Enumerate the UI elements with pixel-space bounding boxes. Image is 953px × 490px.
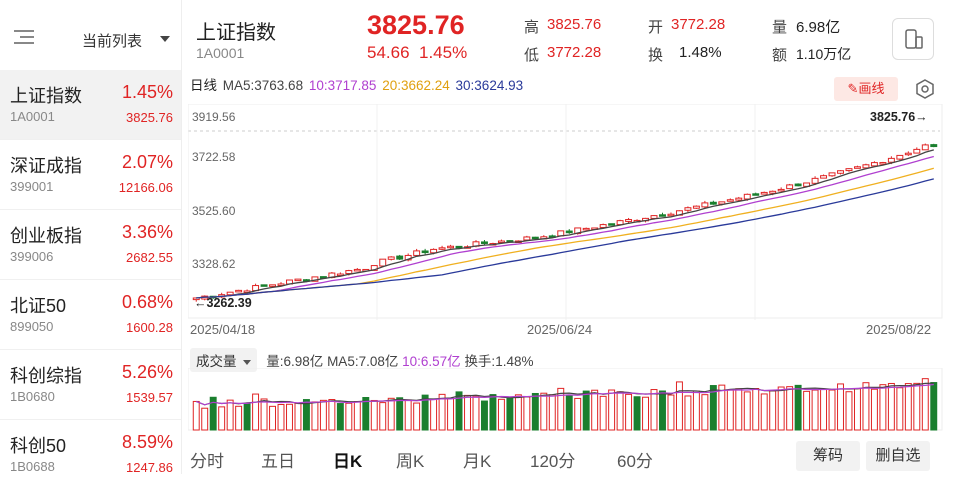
open-label: 开 — [648, 19, 664, 36]
index-value: 1539.57 — [126, 390, 173, 405]
list-item-sh[interactable]: 上证指数 1A0001 1.45% 3825.76 — [0, 70, 181, 140]
tab-five-day[interactable]: 五日 — [261, 452, 295, 471]
tab-60min[interactable]: 60分 — [617, 452, 653, 471]
list-item-sz[interactable]: 深证成指 399001 2.07% 12166.06 — [0, 140, 181, 210]
ma-lines — [196, 149, 934, 299]
tab-120min[interactable]: 120分 — [530, 452, 576, 471]
chips-button[interactable]: 筹码 — [796, 441, 860, 471]
index-code: 1A0001 — [10, 109, 55, 124]
chevron-down-icon[interactable] — [160, 36, 170, 42]
vol-turnover: 换手:1.48% — [464, 354, 534, 369]
ma5-label: MA5:3763.68 — [222, 78, 304, 93]
list-item-kc50[interactable]: 科创50 1B0688 8.59% 1247.86 — [0, 420, 181, 490]
list-selector[interactable]: 当前列表 — [82, 33, 143, 50]
date-label-end: 2025/08/22 — [866, 322, 932, 337]
ma10-label: 10:3717.85 — [308, 78, 377, 93]
volume-label: 量 — [772, 19, 788, 36]
quote-change-pct: 1.45% — [419, 43, 468, 62]
low-value: 3772.28 — [547, 44, 602, 61]
index-code: 899050 — [10, 319, 54, 334]
quote-price: 3825.76 — [367, 10, 465, 40]
index-name: 深证成指 — [10, 156, 82, 176]
volume-chart[interactable] — [188, 368, 944, 432]
turnover-value: 1.48% — [679, 44, 722, 61]
date-label-start: 2025/04/18 — [190, 322, 256, 337]
high-label: 高 — [524, 19, 540, 36]
index-code: 399006 — [10, 249, 54, 264]
index-code: 1B0680 — [10, 389, 55, 404]
candles — [192, 143, 938, 302]
high-value: 3825.76 — [547, 16, 602, 33]
min-price-label: ←3262.39 — [194, 296, 252, 310]
chart-grid — [188, 104, 943, 320]
tab-weekly-k[interactable]: 周K — [396, 452, 425, 471]
index-name: 创业板指 — [10, 226, 82, 246]
draw-line-label: 画线 — [858, 81, 885, 96]
phone-icon — [905, 29, 923, 49]
amount-label: 额 — [772, 47, 788, 64]
tab-intraday[interactable]: 分时 — [190, 452, 224, 471]
index-value: 2682.55 — [126, 250, 173, 265]
low-label: 低 — [524, 47, 540, 64]
ma30-label: 30:3624.93 — [455, 78, 524, 93]
vol-value: 量:6.98亿 — [266, 354, 324, 369]
index-change-pct: 1.45% — [121, 82, 173, 102]
max-price-label: 3825.76→ — [870, 110, 928, 124]
amount-value: 1.10万亿 — [796, 46, 852, 62]
index-change-pct: 5.26% — [121, 362, 173, 382]
indicator-selector-label: 成交量 — [196, 354, 237, 369]
y-label-top: 3919.56 — [192, 110, 236, 124]
index-change-pct: 2.07% — [121, 152, 173, 172]
index-value: 3825.76 — [126, 110, 173, 125]
ma-legend: 日线 MA5:3763.68 10:3717.85 20:3662.24 30:… — [190, 74, 525, 94]
collapse-list-icon[interactable] — [14, 30, 34, 44]
index-value: 12166.06 — [118, 180, 173, 195]
index-change-pct: 0.68% — [121, 292, 173, 312]
list-item-cyb[interactable]: 创业板指 399006 3.36% 2682.55 — [0, 210, 181, 280]
tab-monthly-k[interactable]: 月K — [463, 452, 492, 471]
chevron-down-icon — [242, 359, 251, 365]
index-name: 上证指数 — [10, 86, 82, 106]
pencil-icon: ✎ — [847, 81, 859, 96]
quote-name: 上证指数 — [196, 22, 276, 44]
device-switch-button[interactable] — [892, 18, 934, 60]
period-label: 日线 — [190, 78, 217, 93]
vol-ma5: MA5:7.08亿 — [327, 354, 399, 369]
volume-bars — [188, 368, 943, 431]
list-item-bz50[interactable]: 北证50 899050 0.68% 1600.28 — [0, 280, 181, 350]
index-value: 1600.28 — [126, 320, 173, 335]
y-label-4: 3328.62 — [192, 257, 236, 271]
draw-line-button[interactable]: ✎画线 — [834, 77, 898, 101]
list-header: 当前列表 — [0, 0, 182, 70]
open-value: 3772.28 — [671, 16, 726, 33]
quote-change: 54.66 1.45% — [367, 43, 467, 63]
turnover-label: 换 — [648, 47, 664, 64]
remove-watchlist-button[interactable]: 删自选 — [866, 441, 930, 471]
tab-daily-k[interactable]: 日K — [333, 452, 363, 471]
index-name: 北证50 — [10, 296, 67, 316]
index-code: 1B0688 — [10, 459, 55, 474]
index-change-pct: 3.36% — [121, 222, 173, 242]
index-name: 科创综指 — [10, 366, 82, 386]
index-value: 1247.86 — [126, 460, 173, 475]
quote-change-value: 54.66 — [367, 43, 410, 62]
quote-code: 1A0001 — [196, 45, 245, 61]
list-item-kczz[interactable]: 科创综指 1B0680 5.26% 1539.57 — [0, 350, 181, 420]
volume-ma-lines — [195, 382, 934, 406]
index-list: 上证指数 1A0001 1.45% 3825.76 深证成指 399001 2.… — [0, 70, 182, 475]
settings-hex-icon[interactable] — [914, 78, 936, 100]
index-change-pct: 8.59% — [121, 432, 173, 452]
y-label-3: 3525.60 — [192, 204, 236, 218]
candlestick-chart[interactable]: 3919.56 3722.58 3525.60 3328.62 3825.76→… — [188, 104, 944, 320]
ma20-label: 20:3662.24 — [382, 78, 450, 93]
vol-ma10: 10:6.57亿 — [402, 354, 461, 369]
index-name: 科创50 — [10, 436, 67, 456]
index-code: 399001 — [10, 179, 54, 194]
y-label-2: 3722.58 — [192, 150, 236, 164]
date-label-mid: 2025/06/24 — [527, 322, 593, 337]
volume-value: 6.98亿 — [796, 19, 841, 36]
